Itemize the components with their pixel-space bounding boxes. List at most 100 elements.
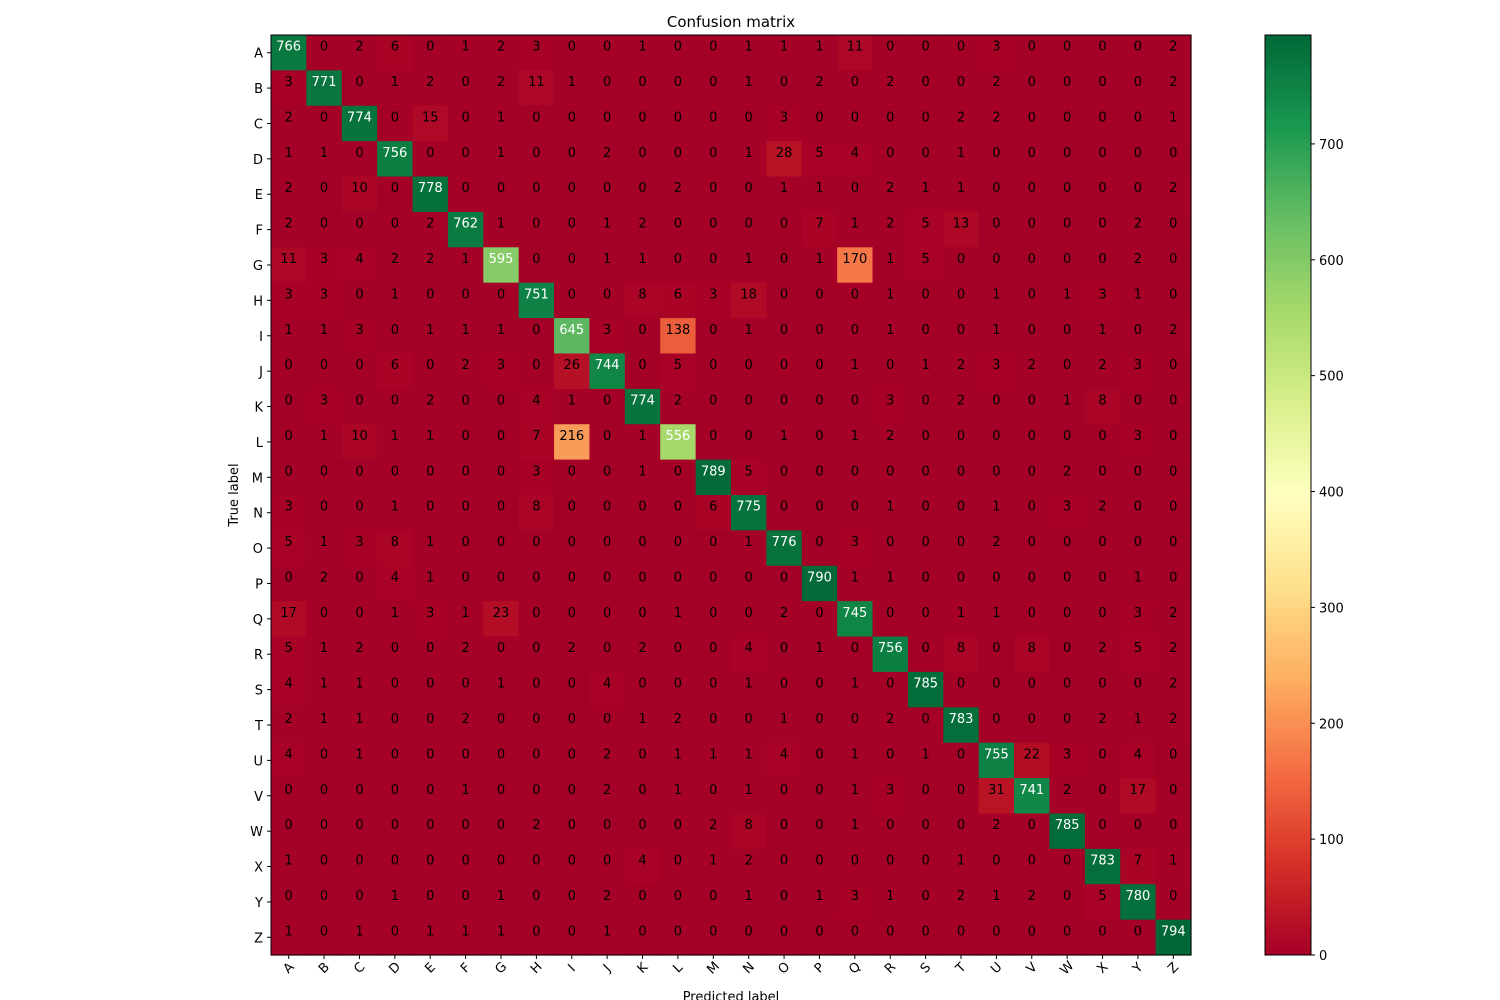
heatmap-cell — [1049, 530, 1086, 567]
cell-value-label: 0 — [1063, 606, 1071, 621]
heatmap-cell — [483, 424, 520, 461]
heatmap-cell — [660, 565, 697, 602]
cell-value-label: 2 — [497, 75, 505, 90]
heatmap-cell — [447, 318, 484, 355]
cell-value-label: 2 — [992, 75, 1000, 90]
cell-value-label: 0 — [532, 181, 540, 196]
heatmap-cell — [978, 211, 1015, 248]
heatmap-cell — [943, 35, 980, 71]
heatmap-cell — [1084, 919, 1121, 956]
heatmap-cell — [978, 919, 1015, 956]
heatmap-cell — [872, 388, 909, 425]
heatmap-cell — [412, 353, 449, 390]
heatmap-cell — [766, 884, 803, 921]
heatmap-cell — [624, 671, 661, 708]
heatmap-cell — [271, 318, 307, 355]
cell-value-label: 0 — [391, 323, 399, 338]
cell-value-label: 1 — [497, 924, 505, 939]
heatmap-cell — [377, 778, 414, 815]
y-tick-label: Q — [253, 613, 263, 628]
cell-value-label: 0 — [1169, 287, 1177, 302]
heatmap-cell — [412, 282, 449, 319]
heatmap-cell — [518, 919, 555, 956]
cell-value-label: 0 — [921, 570, 929, 585]
cell-value-label: 2 — [1169, 75, 1177, 90]
cell-value-label: 775 — [736, 500, 761, 515]
cell-value-label: 3 — [886, 394, 894, 409]
cell-value-label: 2 — [992, 110, 1000, 125]
heatmap-cell — [801, 459, 838, 496]
heatmap-cell — [447, 388, 484, 425]
cell-value-label: 2 — [1028, 358, 1036, 373]
heatmap-cell — [483, 388, 520, 425]
cell-value-label: 0 — [921, 464, 929, 479]
heatmap-cell — [731, 601, 767, 638]
cell-value-label: 2 — [426, 75, 434, 90]
cell-value-label: 0 — [1134, 500, 1142, 515]
cell-value-label: 0 — [568, 500, 576, 515]
cell-value-label: 0 — [780, 464, 788, 479]
y-tick-label: G — [253, 259, 263, 274]
cell-value-label: 2 — [957, 358, 965, 373]
heatmap-cell — [1155, 459, 1192, 496]
cell-value-label: 0 — [603, 535, 611, 550]
heatmap-cell — [447, 919, 484, 956]
heatmap-cell — [907, 601, 944, 638]
heatmap-cell — [341, 105, 378, 142]
cell-value-label: 790 — [807, 570, 832, 585]
cell-value-label: 0 — [745, 924, 753, 939]
heatmap-cell — [660, 884, 697, 921]
heatmap-cell — [943, 388, 980, 425]
heatmap-cell — [341, 141, 378, 178]
heatmap-cell — [837, 318, 874, 355]
heatmap-cell — [306, 353, 343, 390]
heatmap-cell — [518, 318, 555, 355]
x-tick-label: V — [1024, 960, 1041, 977]
heatmap-cell — [872, 495, 909, 531]
cell-value-label: 2 — [815, 75, 823, 90]
heatmap-cell — [1014, 919, 1051, 956]
heatmap-cell — [483, 707, 520, 744]
cell-value-label: 0 — [568, 818, 576, 833]
cell-value-label: 2 — [391, 252, 399, 267]
heatmap-cell — [518, 813, 555, 850]
cell-value-label: 0 — [1169, 358, 1177, 373]
cell-value-label: 8 — [532, 500, 540, 515]
cell-value-label: 2 — [674, 394, 682, 409]
heatmap-cell — [978, 707, 1015, 744]
cell-value-label: 6 — [674, 287, 682, 302]
cell-value-label: 0 — [745, 181, 753, 196]
cell-value-label: 0 — [568, 570, 576, 585]
heatmap-cell — [837, 848, 874, 885]
cell-value-label: 0 — [886, 677, 894, 692]
heatmap-cell — [1049, 424, 1086, 461]
cell-value-label: 0 — [1134, 146, 1142, 161]
cell-value-label: 0 — [992, 252, 1000, 267]
cell-value-label: 0 — [638, 535, 646, 550]
cell-value-label: 0 — [780, 783, 788, 798]
cell-value-label: 0 — [426, 818, 434, 833]
heatmap-cell — [271, 388, 307, 425]
y-tick-label: C — [254, 117, 263, 132]
cell-value-label: 0 — [780, 217, 788, 232]
cell-value-label: 0 — [320, 181, 328, 196]
x-axis-label: Predicted label — [683, 990, 780, 1000]
heatmap-cell — [872, 565, 909, 602]
heatmap-cell — [907, 176, 944, 213]
heatmap-cell — [1120, 459, 1157, 496]
heatmap-cell — [483, 105, 520, 142]
cell-value-label: 1 — [638, 252, 646, 267]
heatmap-cell — [1120, 742, 1157, 779]
cell-value-label: 3 — [1134, 358, 1142, 373]
cell-value-label: 0 — [815, 464, 823, 479]
cell-value-label: 0 — [1063, 924, 1071, 939]
cell-value-label: 2 — [426, 252, 434, 267]
heatmap-cell — [518, 105, 555, 142]
x-tick-label: Y — [1129, 960, 1146, 977]
cell-value-label: 0 — [709, 429, 717, 444]
cell-value-label: 1 — [851, 818, 859, 833]
cell-value-label: 0 — [851, 641, 859, 656]
cell-value-label: 3 — [1098, 287, 1106, 302]
cell-value-label: 13 — [953, 217, 970, 232]
heatmap-cell — [341, 778, 378, 815]
